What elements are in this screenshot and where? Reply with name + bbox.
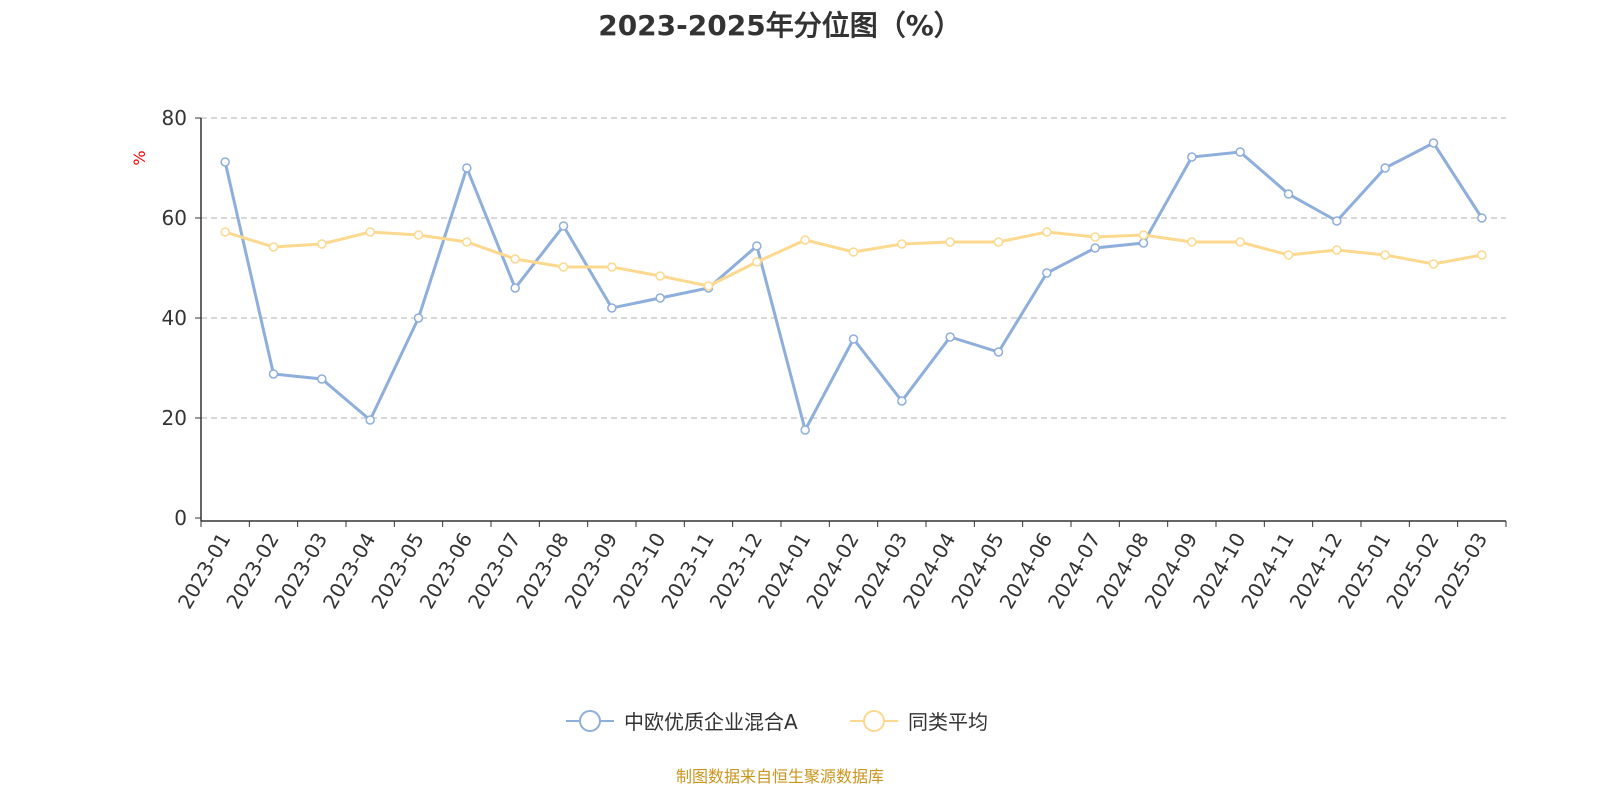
- series-line: [223, 141, 1484, 435]
- y-axis-label: %: [130, 150, 149, 165]
- y-tick-label: 20: [162, 406, 187, 430]
- data-point: [945, 332, 955, 342]
- data-point: [1428, 138, 1439, 148]
- data-point: [558, 221, 569, 231]
- y-tick-label: 80: [162, 106, 187, 130]
- data-point: [1332, 245, 1342, 255]
- series-line: [224, 230, 1483, 288]
- data-point: [1283, 189, 1294, 199]
- data-point: [365, 227, 375, 237]
- data-point: [1187, 237, 1197, 247]
- data-point: [1042, 227, 1052, 237]
- legend-label: 同类平均: [908, 710, 988, 734]
- data-point: [268, 242, 279, 252]
- data-point: [1477, 213, 1487, 223]
- data-point: [462, 237, 472, 247]
- y-tick-label: 40: [162, 306, 187, 330]
- data-point: [1380, 163, 1390, 173]
- data-point: [317, 239, 327, 249]
- y-tick-label: 0: [174, 506, 187, 530]
- data-point: [897, 396, 907, 406]
- data-point: [1138, 230, 1149, 240]
- data-point: [703, 281, 714, 291]
- data-point: [1283, 250, 1294, 260]
- data-point: [1332, 216, 1342, 226]
- data-source-footer: 制图数据来自恒生聚源数据库: [675, 767, 884, 786]
- data-point: [510, 283, 520, 293]
- data-point: [752, 257, 762, 267]
- data-point: [365, 415, 375, 425]
- data-point: [655, 293, 665, 303]
- data-point: [752, 241, 762, 251]
- data-point: [993, 347, 1004, 357]
- data-point: [1380, 250, 1390, 260]
- data-point: [1090, 232, 1100, 242]
- data-point: [462, 163, 472, 173]
- data-point: [220, 157, 230, 167]
- data-point: [220, 227, 230, 237]
- data-point: [1042, 268, 1052, 278]
- data-point: [993, 237, 1004, 247]
- legend-label: 中欧优质企业混合A: [624, 710, 798, 734]
- data-point: [413, 230, 424, 240]
- data-point: [1428, 259, 1439, 269]
- data-point: [268, 369, 279, 379]
- data-point: [848, 247, 859, 257]
- data-point: [800, 235, 810, 245]
- data-point: [1187, 152, 1197, 162]
- data-point: [413, 313, 424, 323]
- data-point: [1090, 243, 1100, 253]
- data-point: [655, 271, 665, 281]
- data-point: [558, 262, 569, 272]
- data-point: [800, 425, 810, 435]
- legend-marker: [863, 710, 885, 732]
- data-point: [1477, 250, 1487, 260]
- y-tick-label: 60: [162, 206, 187, 230]
- legend-marker: [579, 710, 601, 732]
- data-point: [607, 303, 617, 313]
- chart-title: 2023-2025年分位图（%）: [598, 9, 962, 42]
- data-point: [317, 374, 327, 384]
- data-point: [945, 237, 955, 247]
- data-point: [1235, 237, 1245, 247]
- data-point: [848, 334, 859, 344]
- data-point: [1138, 238, 1149, 248]
- data-point: [1235, 147, 1245, 157]
- data-point: [510, 254, 520, 264]
- data-point: [607, 262, 617, 272]
- data-point: [897, 239, 907, 249]
